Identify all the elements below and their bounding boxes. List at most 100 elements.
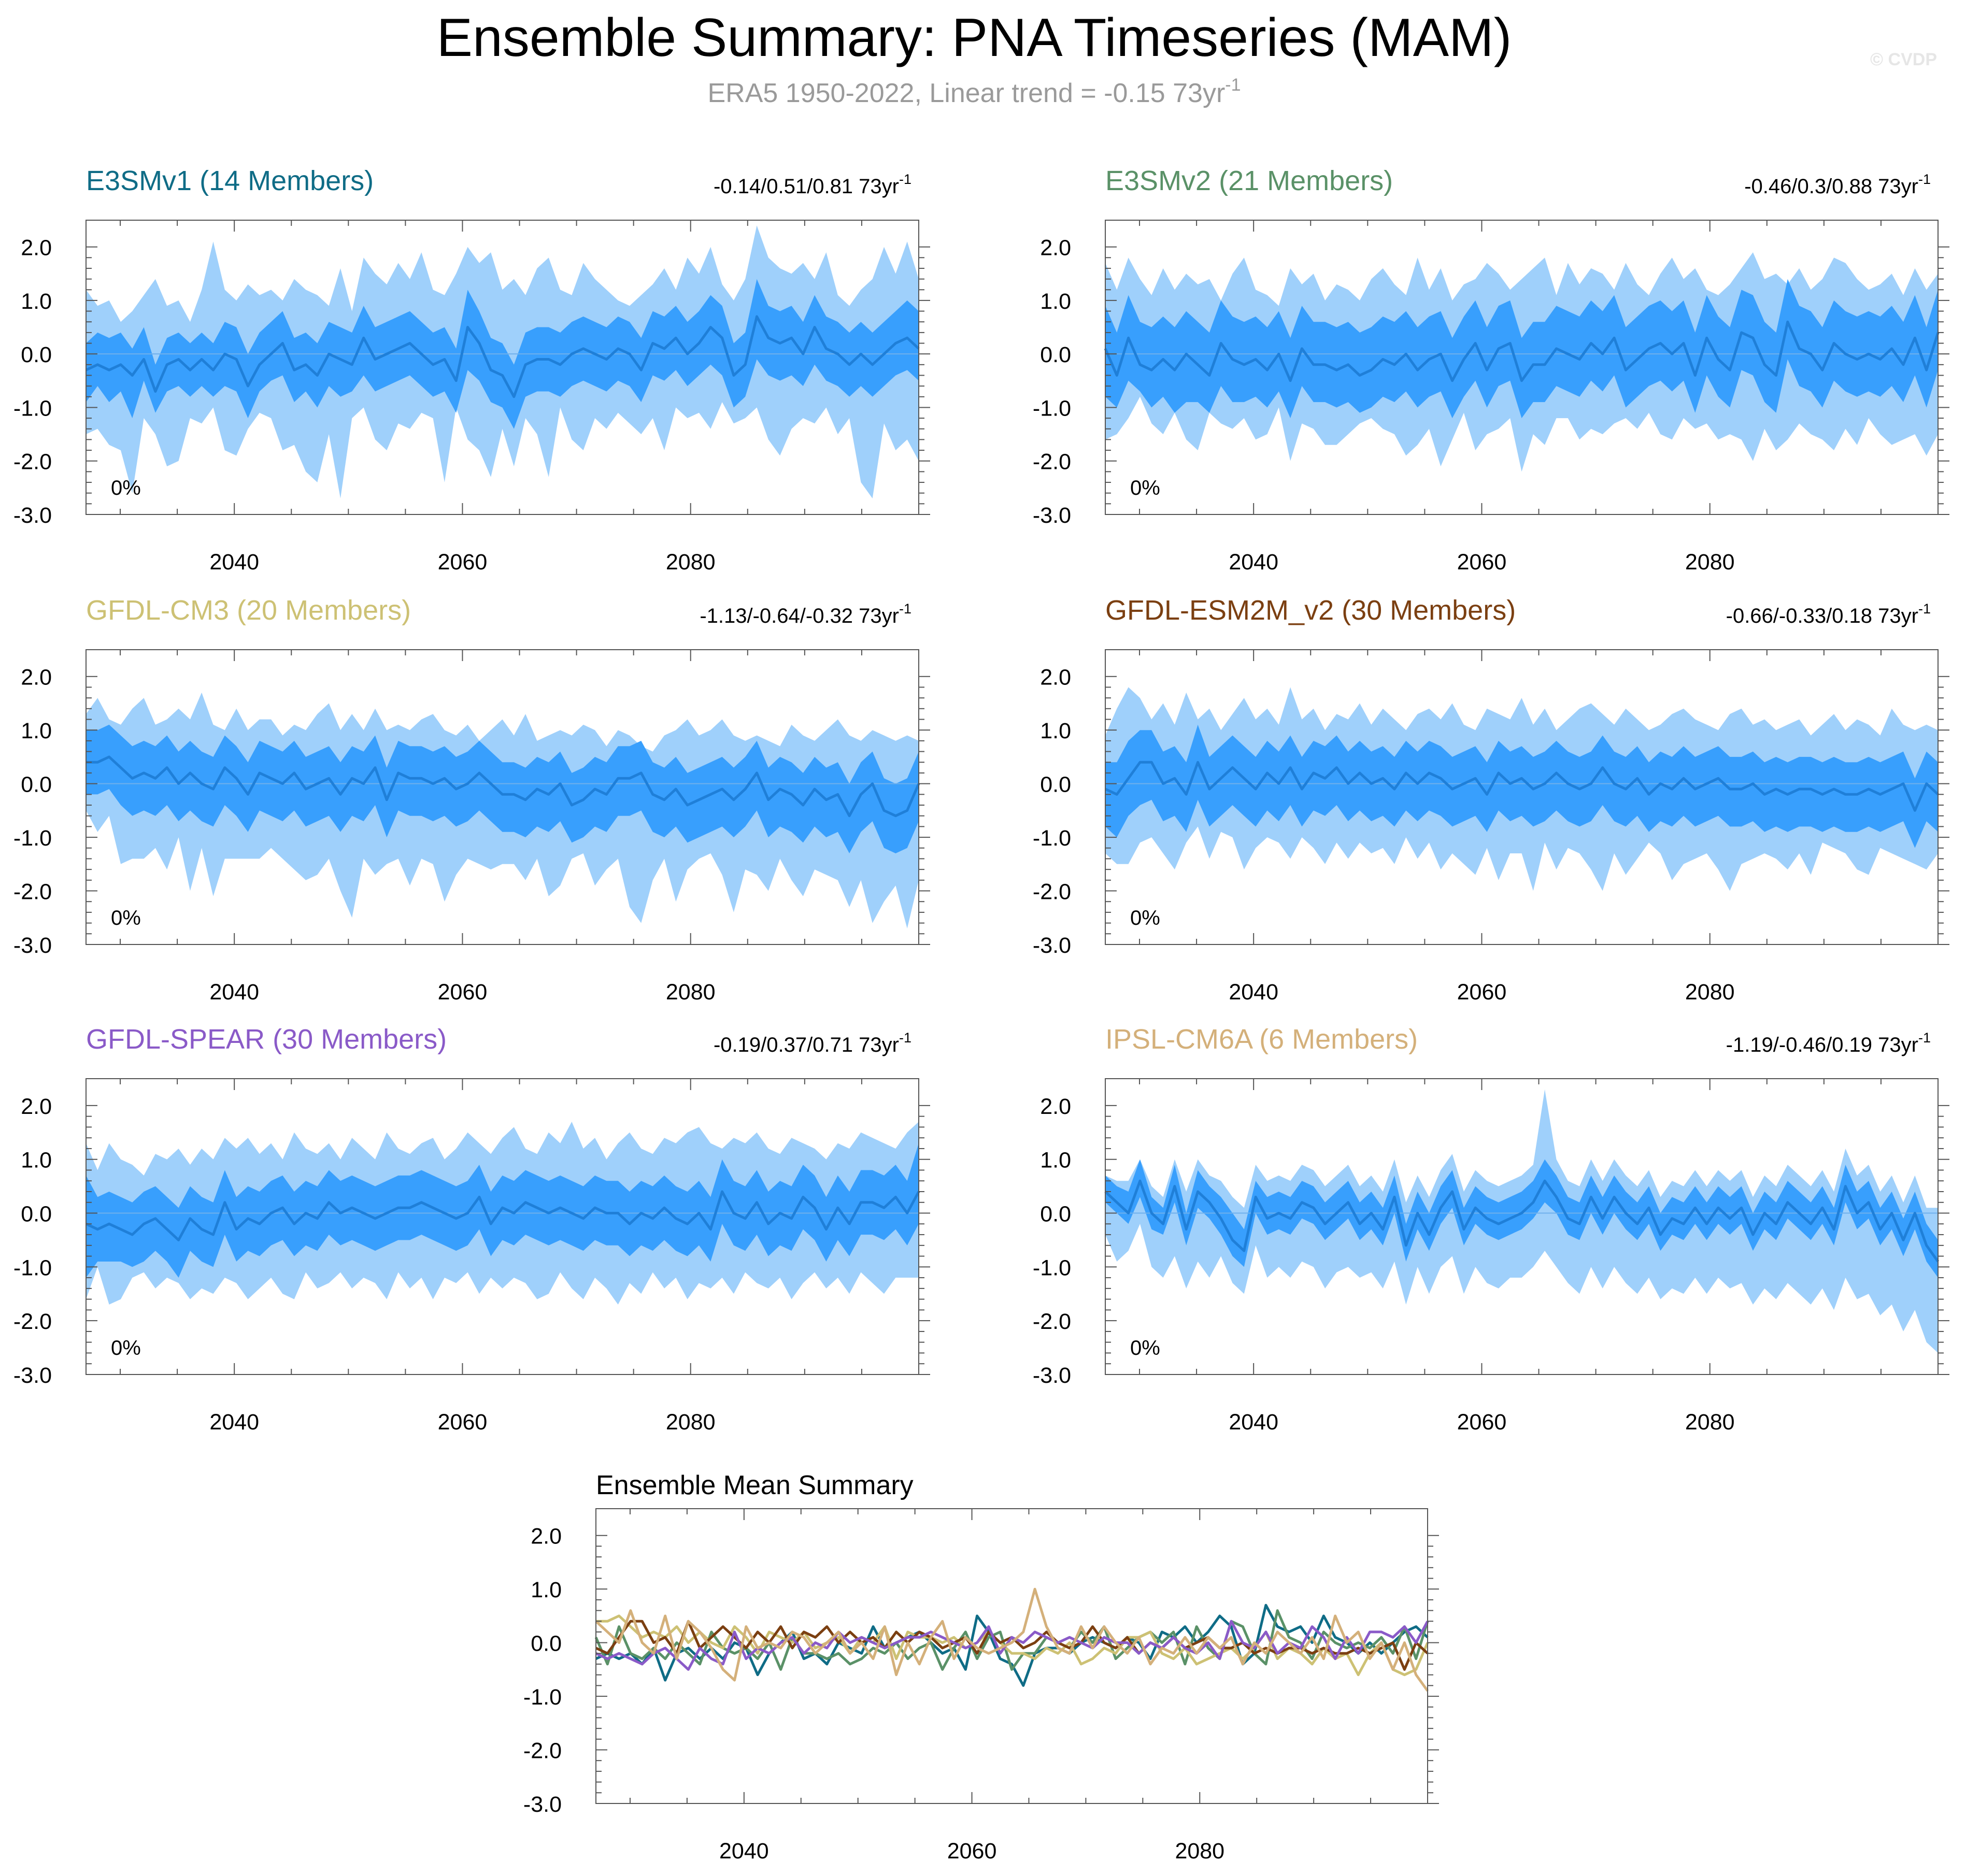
trend-label-main: -0.19/0.37/0.71 73yr — [714, 1034, 899, 1056]
y-tick-label: 2.0 — [1040, 665, 1071, 690]
band-25-75-percentile — [1105, 279, 1938, 419]
percent-label: 0% — [1130, 1337, 1160, 1359]
x-tick-label: 2060 — [438, 1410, 488, 1435]
y-tick-label: -2.0 — [1033, 880, 1071, 905]
chart-panel-6: 2.0 1.0 0.0 -1.0 -2.0 -3.0 2040 2060 2080 IPSL-CM… — [1033, 1024, 1949, 1435]
panel-title: E3SMv1 (14 Members) — [86, 165, 374, 196]
plot-frame — [1105, 649, 1939, 945]
y-tick-label: 2.0 — [531, 1524, 562, 1549]
y-tick-label: -3.0 — [523, 1792, 562, 1817]
x-tick-label: 2040 — [209, 1410, 259, 1435]
chart-panel-7: 2.0 1.0 0.0 -1.0 -2.0 -3.0 2040 2060 2080 Ensembl… — [523, 1470, 1439, 1864]
y-tick-label: -2.0 — [13, 450, 52, 475]
trend-label-sup: -1 — [899, 1030, 911, 1046]
chart-panel-5: 2.0 1.0 0.0 -1.0 -2.0 -3.0 2040 2060 2080 GFDL-SP… — [13, 1024, 930, 1435]
trend-label-main: -0.66/-0.33/0.18 73yr — [1726, 605, 1918, 627]
y-tick-label: -1.0 — [13, 826, 52, 851]
x-tick-label: 2080 — [666, 980, 716, 1005]
x-tick-label: 2080 — [1685, 980, 1735, 1005]
y-tick-label: 1.0 — [21, 1148, 52, 1173]
plot-area — [596, 1509, 1428, 1803]
y-tick-label: 2.0 — [21, 236, 52, 261]
panel-title: IPSL-CM6A (6 Members) — [1105, 1024, 1418, 1055]
x-tick-label: 2040 — [209, 550, 259, 575]
plot-frame — [1105, 1078, 1939, 1375]
x-tick-label: 2060 — [438, 550, 488, 575]
y-tick-label: -2.0 — [523, 1739, 562, 1764]
percent-label: 0% — [111, 477, 141, 499]
panel-title: GFDL-ESM2M_v2 (30 Members) — [1105, 595, 1516, 626]
series-line-e3smv2 — [594, 1609, 1429, 1671]
x-tick-label: 2080 — [666, 550, 716, 575]
ensemble-mean-line — [1104, 320, 1940, 382]
ensemble-mean-line — [85, 1190, 920, 1241]
x-tick-label: 2040 — [1229, 1410, 1278, 1435]
y-tick-label: 1.0 — [21, 289, 52, 314]
trend-label: -0.46/0.3/0.88 73yr-1 — [1744, 171, 1931, 198]
ensemble-mean-line — [1104, 761, 1939, 812]
y-tick-label: -3.0 — [1033, 933, 1071, 958]
band-25-75-percentile — [86, 724, 919, 854]
y-tick-label: -1.0 — [1033, 396, 1071, 421]
ensemble-mean-line — [1104, 1179, 1940, 1263]
trend-label-sup: -1 — [899, 171, 911, 187]
percent-label: 0% — [1130, 907, 1160, 929]
trend-label: -0.66/-0.33/0.18 73yr-1 — [1726, 601, 1931, 627]
series-line-e3smv1 — [595, 1603, 1429, 1687]
main-title: Ensemble Summary: PNA Timeseries (MAM) — [437, 8, 1512, 68]
x-tick-label: 2060 — [438, 980, 488, 1005]
watermark: © CVDP — [1870, 50, 1937, 69]
chart-panel-4: 2.0 1.0 0.0 -1.0 -2.0 -3.0 2040 2060 2080 GFDL-ES… — [1033, 595, 1949, 1005]
y-tick-label: 0.0 — [21, 342, 52, 367]
trend-label-sup: -1 — [1918, 601, 1931, 617]
trend-label: -1.19/-0.46/0.19 73yr-1 — [1726, 1030, 1931, 1056]
y-tick-label: 2.0 — [21, 1094, 52, 1119]
chart-panel-3: 2.0 1.0 0.0 -1.0 -2.0 -3.0 2040 2060 2080 GFDL-CM… — [13, 595, 930, 1005]
y-tick-label: 2.0 — [1040, 236, 1071, 261]
x-tick-label: 2040 — [719, 1839, 769, 1864]
band-25-75-percentile — [1105, 724, 1938, 848]
chart-panel-2: 2.0 1.0 0.0 -1.0 -2.0 -3.0 2040 2060 2080 E3SMv2 … — [1033, 165, 1949, 575]
trend-label: -0.19/0.37/0.71 73yr-1 — [714, 1030, 911, 1056]
y-tick-label: 0.0 — [1040, 342, 1071, 367]
panel-title: GFDL-CM3 (20 Members) — [86, 595, 411, 626]
y-tick-label: 0.0 — [1040, 1202, 1071, 1227]
subtitle-main: ERA5 1950-2022, Linear trend = -0.15 73y… — [708, 78, 1226, 108]
y-tick-label: -2.0 — [13, 1309, 52, 1334]
y-tick-label: 0.0 — [21, 1202, 52, 1227]
y-tick-label: -3.0 — [1033, 1363, 1071, 1388]
y-tick-label: 1.0 — [1040, 1148, 1071, 1173]
y-tick-label: 0.0 — [1040, 772, 1071, 797]
y-tick-label: -3.0 — [13, 933, 52, 958]
series-line-ipsl-cm6a — [595, 1587, 1429, 1692]
percent-label: 0% — [111, 907, 141, 929]
trend-label-sup: -1 — [899, 601, 911, 617]
percent-label: 0% — [111, 1337, 141, 1359]
y-tick-label: -1.0 — [13, 396, 52, 421]
y-tick-label: 1.0 — [1040, 289, 1071, 314]
y-tick-label: -3.0 — [1033, 503, 1071, 528]
subtitle-superscript: -1 — [1225, 75, 1241, 95]
panel-title: Ensemble Mean Summary — [596, 1470, 914, 1500]
percent-label: 0% — [1130, 477, 1160, 499]
plot-frame — [86, 220, 919, 515]
y-tick-label: 1.0 — [531, 1578, 562, 1602]
y-tick-label: 2.0 — [21, 665, 52, 690]
y-tick-label: -1.0 — [523, 1685, 562, 1710]
y-tick-label: -1.0 — [13, 1255, 52, 1280]
y-tick-label: 1.0 — [21, 719, 52, 743]
y-tick-label: -2.0 — [1033, 450, 1071, 475]
y-tick-label: -1.0 — [1033, 1255, 1071, 1280]
y-tick-label: 0.0 — [531, 1631, 562, 1656]
trend-label-main: -1.19/-0.46/0.19 73yr — [1726, 1034, 1918, 1056]
y-tick-label: 0.0 — [21, 772, 52, 797]
band-25-75-percentile — [1105, 1159, 1938, 1278]
x-tick-label: 2080 — [1685, 1410, 1735, 1435]
trend-label-sup: -1 — [1918, 171, 1931, 187]
trend-label-main: -0.14/0.51/0.81 73yr — [714, 175, 899, 198]
y-tick-label: 1.0 — [1040, 719, 1071, 743]
ensemble-mean-line — [85, 315, 920, 398]
trend-label: -1.13/-0.64/-0.32 73yr-1 — [700, 601, 911, 627]
x-tick-label: 2060 — [1457, 1410, 1507, 1435]
